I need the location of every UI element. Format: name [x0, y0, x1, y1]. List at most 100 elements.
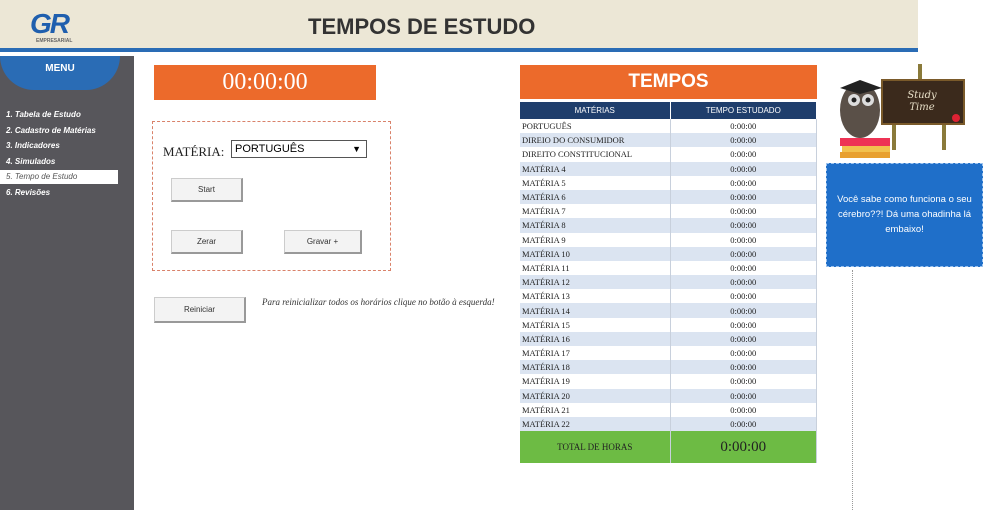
- logo: GR EMPRESARIAL: [30, 8, 73, 44]
- table-row: MATÉRIA 7 0:00:00: [520, 204, 817, 219]
- table-row: MATÉRIA 5 0:00:00: [520, 175, 817, 190]
- sidebar-item-simulados[interactable]: 4. Simulados: [6, 156, 56, 166]
- table-row: MATÉRIA 17 0:00:00: [520, 346, 817, 361]
- table-row: MATÉRIA 21 0:00:00: [520, 402, 817, 417]
- timer-display: 00:00:00: [154, 65, 376, 100]
- tempo-cell: 0:00:00: [670, 133, 817, 148]
- reiniciar-button[interactable]: Reiniciar: [154, 297, 246, 323]
- sidebar-nav: 1. Tabela de Estudo 2. Cadastro de Matér…: [0, 108, 134, 201]
- tempo-cell: 0:00:00: [670, 402, 817, 417]
- tempo-cell: 0:00:00: [670, 161, 817, 176]
- tempo-cell: 0:00:00: [670, 232, 817, 247]
- sidebar-item-indicadores[interactable]: 3. Indicadores: [6, 141, 60, 150]
- table-row: MATÉRIA 20 0:00:00: [520, 388, 817, 403]
- zerar-button[interactable]: Zerar: [171, 230, 243, 254]
- tempo-cell: 0:00:00: [670, 260, 817, 276]
- table-row: MATÉRIA 18 0:00:00: [520, 360, 817, 375]
- materia-cell: MATÉRIA 9: [520, 232, 671, 247]
- materia-cell: MATÉRIA 20: [520, 388, 671, 403]
- table-row: MATÉRIA 9 0:00:00: [520, 232, 817, 247]
- materia-cell: MATÉRIA 12: [520, 275, 671, 290]
- tempo-cell: 0:00:00: [670, 374, 817, 389]
- table-row: MATÉRIA 15 0:00:00: [520, 317, 817, 332]
- materia-cell: MATÉRIA 15: [520, 317, 671, 332]
- table-row: MATÉRIA 22 0:00:00: [520, 416, 817, 432]
- table-row: MATÉRIA 11 0:00:00: [520, 260, 817, 276]
- dotted-connector: [852, 270, 853, 510]
- info-box[interactable]: Você sabe como funciona o seu cérebro??!…: [826, 163, 983, 267]
- materia-cell: MATÉRIA 21: [520, 402, 671, 417]
- materia-cell: MATÉRIA 4: [520, 161, 671, 176]
- materia-select[interactable]: PORTUGUÊS ▼: [231, 140, 367, 158]
- materia-cell: MATÉRIA 5: [520, 175, 671, 190]
- table-row: MATÉRIA 13 0:00:00: [520, 289, 817, 304]
- tempo-cell: 0:00:00: [670, 416, 817, 432]
- page-title: TEMPOS DE ESTUDO: [308, 14, 536, 39]
- total-value: 0:00:00: [670, 431, 817, 464]
- tempo-cell: 0:00:00: [670, 388, 817, 403]
- table-row: MATÉRIA 4 0:00:00: [520, 161, 817, 176]
- tempo-cell: 0:00:00: [670, 331, 817, 346]
- start-button[interactable]: Start: [171, 178, 243, 202]
- materia-cell: MATÉRIA 16: [520, 331, 671, 346]
- header: GR EMPRESARIAL TEMPOS DE ESTUDO: [0, 0, 918, 52]
- column-header: MATÉRIAS: [520, 102, 671, 119]
- materia-label: MATÉRIA:: [163, 144, 225, 159]
- tempos-title: TEMPOS: [520, 65, 817, 99]
- reset-note: Para reinicializar todos os horários cli…: [262, 297, 495, 307]
- materia-cell: PORTUGUÊS: [520, 119, 671, 134]
- sidebar-item-cadastro[interactable]: 2. Cadastro de Matérias: [6, 125, 96, 135]
- materia-cell: MATÉRIA 14: [520, 303, 671, 318]
- tempo-cell: 0:00:00: [670, 119, 817, 134]
- board-text: Study: [907, 90, 937, 101]
- table-row: MATÉRIA 14 0:00:00: [520, 303, 817, 318]
- total-label: TOTAL DE HORAS: [520, 431, 671, 464]
- svg-text:Time: Time: [909, 102, 934, 113]
- table-row: MATÉRIA 6 0:00:00: [520, 189, 817, 205]
- materia-cell: MATÉRIA 17: [520, 346, 671, 361]
- tempo-cell: 0:00:00: [670, 275, 817, 290]
- materia-cell: DIREITO CONSTITUCIONAL: [520, 147, 671, 162]
- materia-cell: MATÉRIA 7: [520, 204, 671, 219]
- tempo-cell: 0:00:00: [670, 147, 817, 162]
- controls-panel: MATÉRIA: PORTUGUÊS ▼ Start Zerar Gravar +: [152, 121, 391, 271]
- materia-cell: DIREIO DO CONSUMIDOR: [520, 133, 671, 148]
- sidebar-item-revisoes[interactable]: 6. Revisões: [6, 187, 51, 197]
- tempo-cell: 0:00:00: [670, 289, 817, 304]
- sidebar: MENU 1. Tabela de Estudo 2. Cadastro de …: [0, 56, 134, 510]
- tempo-cell: 0:00:00: [670, 189, 817, 205]
- table-row: DIREITO CONSTITUCIONAL 0:00:00: [520, 147, 817, 162]
- table-row: MATÉRIA 12 0:00:00: [520, 275, 817, 290]
- tempo-cell: 0:00:00: [670, 317, 817, 332]
- sidebar-item-tempo[interactable]: 5. Tempo de Estudo: [0, 170, 118, 184]
- tempo-cell: 0:00:00: [670, 204, 817, 219]
- dropdown-arrow-icon[interactable]: ▼: [352, 144, 361, 154]
- table-row: MATÉRIA 8 0:00:00: [520, 218, 817, 233]
- total-row: TOTAL DE HORAS 0:00:00: [520, 431, 817, 464]
- sidebar-item-tabela[interactable]: 1. Tabela de Estudo: [6, 110, 81, 119]
- materia-cell: MATÉRIA 11: [520, 260, 671, 276]
- tempo-cell: 0:00:00: [670, 246, 817, 261]
- tempo-cell: 0:00:00: [670, 175, 817, 190]
- tempo-cell: 0:00:00: [670, 360, 817, 375]
- gravar-button[interactable]: Gravar +: [284, 230, 362, 254]
- table-row: PORTUGUÊS 0:00:00: [520, 119, 817, 134]
- table-row: DIREIO DO CONSUMIDOR 0:00:00: [520, 133, 817, 148]
- materia-selected: PORTUGUÊS: [235, 143, 305, 155]
- tempo-cell: 0:00:00: [670, 346, 817, 361]
- tempo-cell: 0:00:00: [670, 218, 817, 233]
- table-row: MATÉRIA 16 0:00:00: [520, 331, 817, 346]
- tempo-cell: 0:00:00: [670, 303, 817, 318]
- materia-cell: MATÉRIA 22: [520, 416, 671, 432]
- table-row: MATÉRIA 10 0:00:00: [520, 246, 817, 261]
- materia-cell: MATÉRIA 6: [520, 189, 671, 205]
- materia-cell: MATÉRIA 19: [520, 374, 671, 389]
- tempos-table: MATÉRIAS TEMPO ESTUDADO PORTUGUÊS 0:00:00 D…: [520, 102, 817, 464]
- table-row: MATÉRIA 19 0:00:00: [520, 374, 817, 389]
- materia-cell: MATÉRIA 18: [520, 360, 671, 375]
- owl-study-time-illustration: Study Time: [840, 64, 965, 158]
- materia-cell: MATÉRIA 8: [520, 218, 671, 233]
- menu-label: MENU: [0, 56, 120, 90]
- column-header: TEMPO ESTUDADO: [670, 102, 817, 119]
- materia-cell: MATÉRIA 10: [520, 246, 671, 261]
